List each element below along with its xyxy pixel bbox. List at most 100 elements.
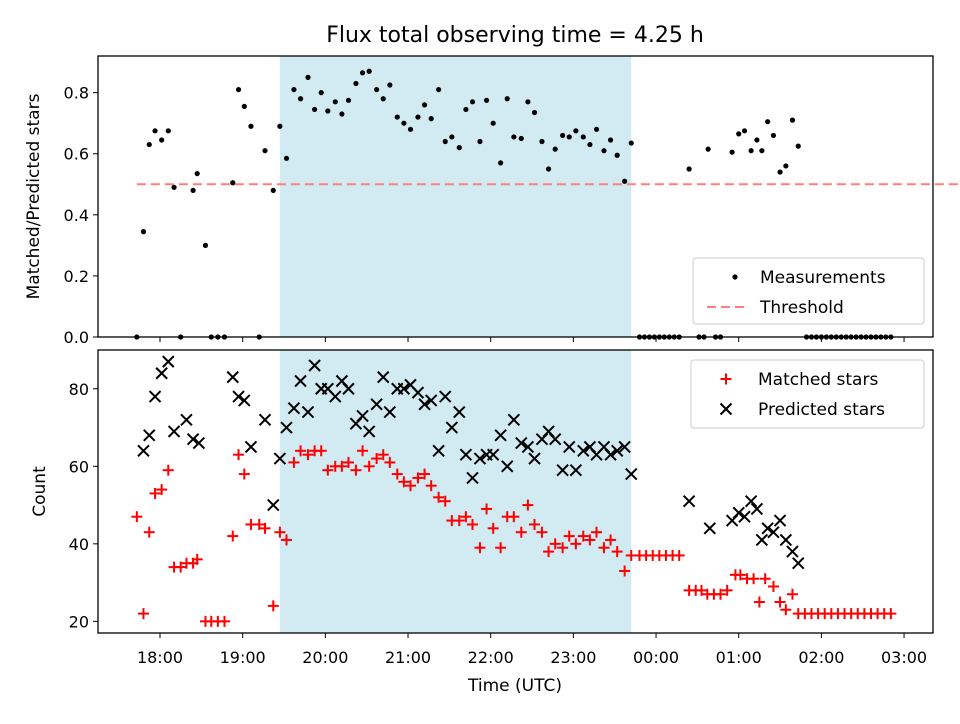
x-stroke-b — [486, 448, 500, 461]
measurement-point — [297, 96, 304, 102]
predicted-star-point — [732, 506, 745, 520]
measurement-point — [573, 128, 579, 134]
predicted-star-point — [767, 525, 780, 539]
matched-star-point — [767, 580, 779, 592]
x-stroke-b — [682, 494, 696, 508]
predicted-star-point — [459, 448, 473, 461]
matched-star-point — [253, 518, 265, 530]
y-tick-label: 80 — [69, 380, 89, 399]
matched-star-point — [753, 596, 765, 608]
measurement-point — [436, 86, 442, 93]
x-stroke-b — [362, 425, 376, 438]
x-stroke-b — [604, 448, 617, 461]
x-stroke-b — [167, 425, 181, 438]
x-stroke-b — [411, 386, 425, 399]
matched-star-point — [405, 480, 417, 492]
measurement-point — [428, 116, 434, 122]
x-stroke-b — [459, 448, 473, 461]
x-stroke-b — [432, 444, 445, 458]
matched-star-point — [343, 456, 354, 468]
bottom-panel: 20 40 60 80 Count Matched stars Predicted s… — [30, 349, 934, 696]
measurement-point — [736, 131, 742, 137]
bottom-panel-legend-box — [690, 359, 925, 429]
measurement-point — [741, 128, 748, 134]
matched-star-point — [474, 542, 486, 554]
predicted-star-point — [180, 413, 193, 426]
x-stroke-b — [321, 382, 335, 395]
x-stroke-b — [773, 514, 787, 527]
x-stroke-b — [792, 557, 805, 570]
measurement-point — [312, 106, 318, 113]
measurement-point — [359, 70, 366, 76]
x-stroke-b — [494, 429, 507, 442]
x-stroke-b — [308, 359, 321, 372]
measurement-point — [531, 109, 538, 116]
matched-star-point — [570, 538, 582, 550]
measurement-point — [469, 99, 476, 105]
measurement-point — [421, 102, 428, 108]
predicted-star-point — [137, 444, 150, 458]
measurement-point — [560, 132, 566, 139]
x-stroke-b — [226, 370, 239, 384]
predicted-star-point — [370, 398, 383, 411]
matched-star-point — [673, 549, 685, 561]
predicted-star-point — [515, 436, 528, 450]
x-stroke-b — [238, 394, 251, 407]
predicted-star-point — [625, 467, 638, 481]
measurement-point — [387, 82, 393, 88]
measurement-point — [171, 184, 177, 190]
predicted-star-point — [186, 432, 200, 446]
legend-threshold-label: Threshold — [759, 298, 844, 318]
x-stroke-b — [397, 382, 411, 395]
matched-star-point — [371, 453, 383, 465]
matched-star-point — [336, 460, 348, 472]
predicted-star-point — [466, 471, 479, 485]
x-stroke-b — [267, 498, 280, 512]
measurement-point — [783, 163, 789, 169]
x-stroke-b — [507, 413, 521, 426]
measurement-point — [477, 138, 483, 145]
x-tick-label: 03:00 — [881, 648, 927, 667]
measurement-point — [442, 138, 448, 145]
x-stroke-b — [180, 413, 193, 426]
matched-star-point — [315, 445, 327, 457]
y-tick-label: 40 — [69, 535, 89, 554]
measurement-point — [325, 108, 331, 114]
predicted-star-point — [167, 425, 181, 438]
top-panel-y-axis-label: Matched/Predicted stars — [24, 93, 44, 299]
matched-star-point — [259, 522, 271, 534]
matched-star-point — [419, 468, 431, 480]
measurement-point — [511, 134, 517, 140]
x-tick-label: 02:00 — [798, 648, 844, 667]
x-stroke-b — [750, 502, 764, 516]
measurement-point — [754, 137, 760, 143]
x-stroke-b — [273, 452, 287, 465]
predicted-star-point — [273, 452, 287, 465]
x-stroke-b — [232, 390, 245, 403]
measurement-point — [277, 123, 283, 129]
measurement-point — [463, 106, 469, 113]
predicted-star-point — [610, 444, 624, 458]
matched-star-point — [786, 588, 798, 600]
predicted-star-point — [750, 502, 764, 516]
predicted-star-point — [258, 413, 272, 426]
x-stroke-b — [719, 402, 733, 416]
legend-plus — [720, 373, 732, 385]
predicted-star-point — [792, 557, 805, 570]
measurement-point — [230, 180, 236, 186]
x-axis-label: Time (UTC) — [467, 676, 562, 696]
measurement-point — [518, 135, 524, 142]
predicted-star-point — [486, 448, 500, 461]
predicted-star-point — [377, 370, 390, 384]
top-panel: 0.00.20.40.60.8 Matched/Predicted stars … — [24, 55, 960, 347]
x-stroke-b — [383, 405, 397, 419]
predicted-star-point — [329, 390, 342, 403]
matched-star-point — [175, 561, 187, 573]
measurement-point — [194, 170, 200, 177]
matched-star-point — [288, 456, 300, 468]
predicted-star-point — [418, 398, 431, 411]
matched-star-point — [577, 530, 589, 542]
x-stroke-b — [515, 436, 528, 450]
x-stroke-b — [569, 463, 583, 477]
